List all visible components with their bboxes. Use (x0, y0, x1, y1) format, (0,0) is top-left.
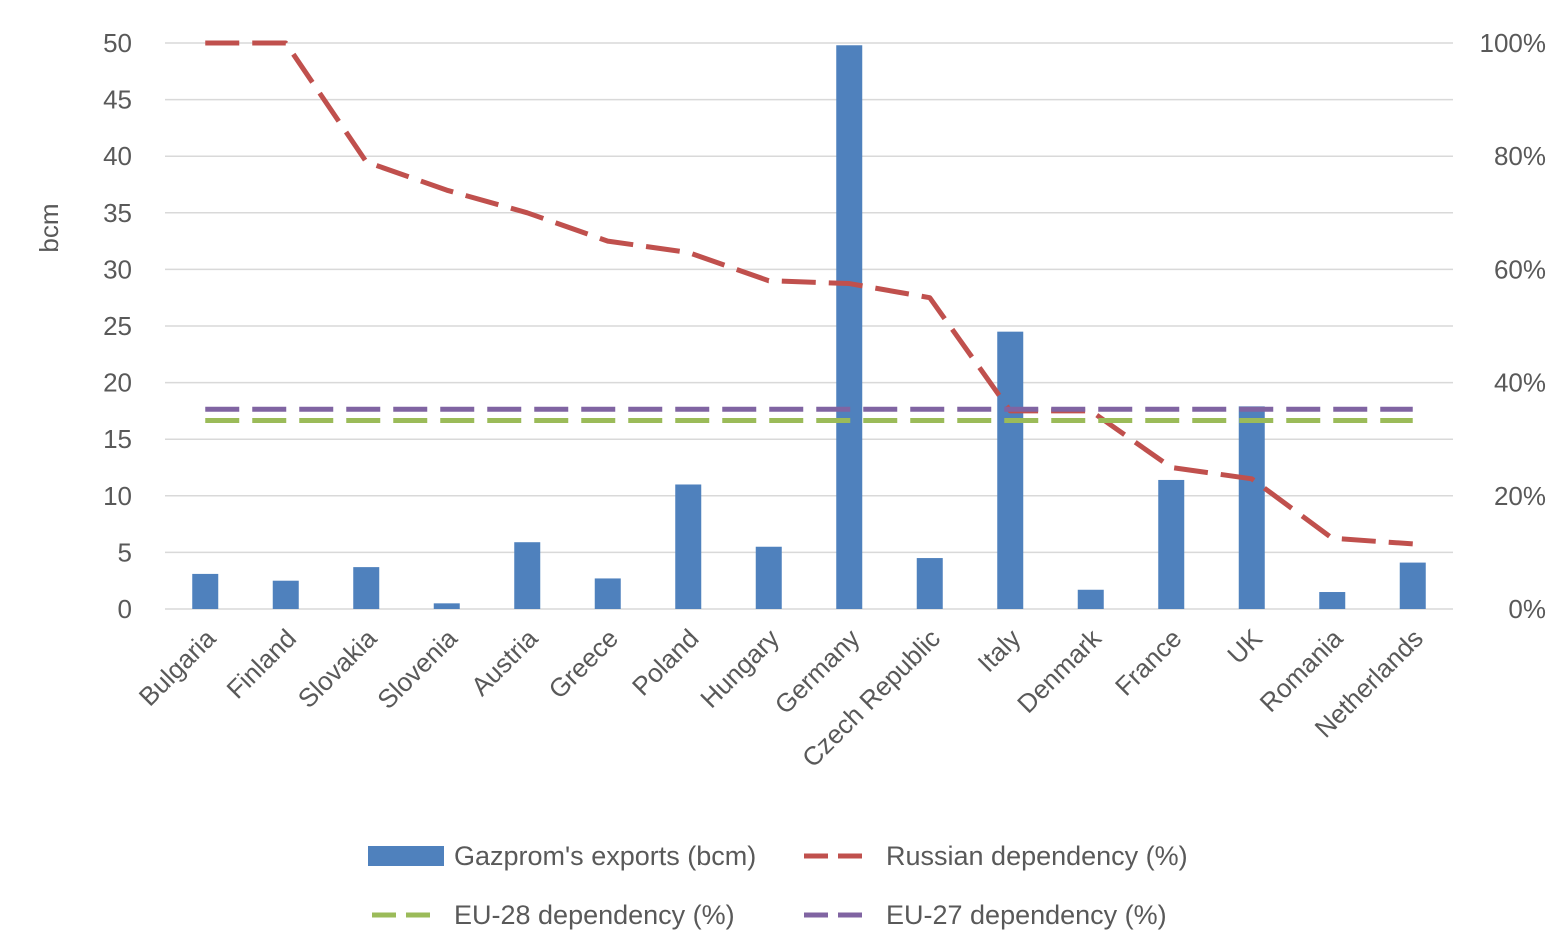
y-tick-label: 20 (103, 368, 132, 398)
y2-tick-label: 60% (1494, 254, 1546, 284)
bar (675, 484, 702, 609)
bar (1077, 589, 1104, 609)
y-tick-label: 30 (103, 254, 132, 284)
bar-series (192, 45, 1426, 610)
x-tick-label: Czech Republic (796, 623, 946, 773)
bar (916, 558, 943, 609)
bar (997, 331, 1024, 609)
y-tick-label: 40 (103, 141, 132, 171)
legend-label: Russian dependency (%) (886, 841, 1188, 871)
y-axis-label: bcm (34, 203, 64, 252)
legend-swatch (368, 846, 444, 866)
legend-label: EU-28 dependency (%) (454, 900, 735, 930)
bar (1158, 479, 1185, 609)
y-tick-label: 45 (103, 85, 132, 115)
bar (433, 603, 460, 609)
gridlines (165, 42, 1453, 610)
y2-tick-label: 40% (1494, 368, 1546, 398)
y-tick-label: 10 (103, 481, 132, 511)
x-tick-label: Austria (465, 623, 544, 702)
y2-tick-label: 80% (1494, 141, 1546, 171)
line-series (205, 40, 1413, 547)
bar (1399, 562, 1426, 609)
x-tick-label: Slovenia (371, 623, 463, 715)
bar (272, 580, 299, 609)
y-tick-label: 15 (103, 424, 132, 454)
legend-label: EU-27 dependency (%) (886, 900, 1167, 930)
bar (192, 573, 219, 609)
legend: Gazprom's exports (bcm) Russian dependenc… (368, 841, 1188, 930)
bar (514, 542, 541, 609)
y2-tick-label: 0% (1508, 594, 1546, 624)
y-tick-label: 0 (118, 594, 132, 624)
x-tick-label: Denmark (1011, 622, 1108, 719)
bar (755, 546, 782, 609)
y-tick-label: 25 (103, 311, 132, 341)
x-tick-label: Italy (972, 623, 1027, 678)
bar (1319, 592, 1346, 609)
bar (836, 45, 863, 610)
y2-tick-label: 100% (1480, 28, 1547, 58)
x-tick-label: Bulgaria (133, 623, 222, 712)
x-tick-label: Greece (542, 623, 624, 705)
x-tick-label: Finland (220, 623, 302, 705)
series-line (205, 40, 1413, 547)
x-tick-label: France (1109, 623, 1187, 701)
bar (594, 578, 621, 609)
y-tick-label: 35 (103, 198, 132, 228)
legend-label: Gazprom's exports (bcm) (454, 841, 756, 871)
y-tick-label: 50 (103, 28, 132, 58)
x-tick-label: Poland (626, 623, 704, 701)
x-tick-label: UK (1221, 623, 1268, 670)
y-tick-label: 5 (118, 537, 132, 567)
left-axis-ticks: 0 5 10 15 20 25 30 35 40 45 50 (103, 28, 132, 624)
x-tick-label: Slovakia (292, 623, 383, 714)
bar (353, 567, 380, 609)
bar (1238, 406, 1265, 609)
y2-tick-label: 20% (1494, 481, 1546, 511)
right-axis-ticks: 0% 20% 40% 60% 80% 100% (1480, 28, 1547, 624)
